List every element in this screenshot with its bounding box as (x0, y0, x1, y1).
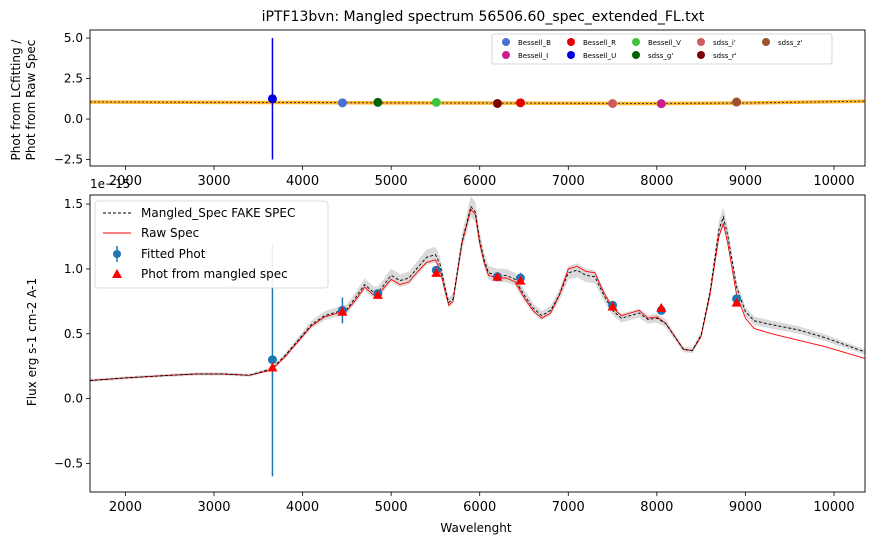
bottom-xtick-label: 10000 (813, 500, 854, 515)
top-legend-label: Bessell_U (583, 52, 616, 60)
top-xtick-label: 5000 (375, 174, 408, 189)
top-ytick-label: 5.0 (64, 31, 83, 45)
top-point-marker (515, 98, 525, 108)
phot-mangled-marker (337, 306, 348, 316)
top-point-marker (431, 97, 441, 107)
bottom-legend: Mangled_Spec FAKE SPEC Raw Spec Fitted P… (94, 200, 329, 289)
top-legend-marker (567, 38, 575, 46)
top-point-marker (373, 97, 383, 107)
bottom-ylabel: Flux erg s-1 cm-2 A-1 (25, 278, 39, 406)
phot-mangled-marker (607, 301, 618, 311)
legend-phot-label: Phot from mangled spec (141, 267, 288, 281)
top-legend-marker (567, 51, 575, 59)
top-point-marker (337, 98, 347, 108)
bottom-ytick-label: 1.5 (64, 197, 83, 211)
bottom-plot-area (89, 196, 866, 477)
bottom-xtick-label: 9000 (729, 500, 762, 515)
phot-mangled-marker (431, 267, 442, 277)
legend-fitted-marker (113, 250, 121, 258)
fitted-phot-marker (267, 355, 277, 365)
top-xtick-label: 7000 (552, 174, 585, 189)
top-ylabel-line-2: Phot from Raw Spec (24, 40, 38, 161)
bottom-xtick-label: 4000 (286, 500, 319, 515)
top-legend-label: Bessell_R (583, 39, 616, 47)
legend-mangled-label: Mangled_Spec FAKE SPEC (141, 206, 295, 220)
bottom-xtick-label: 5000 (375, 500, 408, 515)
phot-mangled-marker (372, 289, 383, 299)
top-legend-box (491, 33, 833, 65)
top-ytick-label: −2.5 (54, 153, 83, 167)
top-ylabel-line-1: Phot from LCfitting / (9, 39, 23, 161)
top-legend-marker (502, 38, 510, 46)
top-point-marker (267, 94, 277, 104)
bottom-xtick-label: 6000 (463, 500, 496, 515)
top-xtick-label: 6000 (463, 174, 496, 189)
top-legend-label: sdss_z' (778, 39, 803, 47)
top-legend-marker (502, 51, 510, 59)
top-legend: Bessell_B Bessell_I Bessell_R Bessell_U Bess… (491, 33, 833, 65)
bottom-ytick-label: −0.5 (54, 456, 83, 470)
phot-mangled-marker (492, 271, 503, 281)
top-xtick-label: 2000 (109, 174, 142, 189)
legend-fitted-label: Fitted Phot (141, 247, 206, 261)
bottom-axes-frame (89, 194, 866, 493)
bottom-ticks: 2000 3000 4000 5000 6000 7000 8000 9000 10000 −0.… (54, 197, 855, 515)
bottom-ytick-label: 0.0 (64, 392, 83, 406)
top-xtick-label: 3000 (197, 174, 230, 189)
bottom-offset-text: 1e−15 (90, 177, 130, 191)
top-legend-label: Bessell_V (648, 39, 681, 47)
top-point-marker (608, 99, 618, 109)
legend-phot-marker (112, 269, 122, 278)
top-legend-marker (697, 51, 705, 59)
phot-mangled-marker (656, 302, 667, 312)
bottom-legend-box (94, 200, 329, 289)
top-point-marker (492, 99, 502, 109)
ratio-line (89, 100, 866, 105)
bottom-xlabel: Wavelenght (440, 521, 511, 535)
bottom-xtick-label: 8000 (640, 500, 673, 515)
top-point-marker (656, 99, 666, 109)
bottom-ytick-label: 0.5 (64, 327, 83, 341)
top-legend-items: Bessell_B Bessell_I Bessell_R Bessell_U Bess… (502, 38, 803, 60)
top-legend-label: sdss_i' (713, 39, 736, 47)
legend-raw-label: Raw Spec (141, 226, 199, 240)
bottom-ytick-label: 1.0 (64, 262, 83, 276)
top-ticks: 2000 3000 4000 5000 6000 7000 8000 9000 10000 −2.… (54, 31, 855, 189)
top-axes-frame (89, 29, 866, 167)
bottom-xtick-label: 7000 (552, 500, 585, 515)
phot-from-mangled-points (267, 267, 742, 372)
bottom-xtick-label: 2000 (109, 500, 142, 515)
top-ytick-label: 2.5 (64, 72, 83, 86)
top-title: iPTF13bvn: Mangled spectrum 56506.60_spe… (262, 9, 705, 25)
top-xtick-label: 10000 (813, 174, 854, 189)
top-legend-label: Bessell_I (518, 52, 548, 60)
top-legend-label: Bessell_B (518, 39, 551, 47)
top-legend-label: sdss_r' (713, 52, 737, 60)
phot-mangled-marker (267, 362, 278, 372)
top-plot-area (89, 38, 866, 160)
top-point-marker (732, 97, 742, 107)
phot-mangled-marker (731, 297, 742, 307)
phot-mangled-marker (515, 275, 526, 285)
top-points (267, 38, 742, 160)
top-y-axis-label: Phot from LCfitting / Phot from Raw Spec (9, 39, 38, 161)
top-legend-marker (697, 38, 705, 46)
top-xtick-label: 4000 (286, 174, 319, 189)
top-xtick-label: 8000 (640, 174, 673, 189)
top-legend-label: sdss_g' (648, 52, 673, 60)
bottom-xtick-label: 3000 (197, 500, 230, 515)
top-ytick-label: 0.0 (64, 112, 83, 126)
top-legend-marker (632, 38, 640, 46)
top-legend-marker (632, 51, 640, 59)
top-legend-marker (762, 38, 770, 46)
top-xtick-label: 9000 (729, 174, 762, 189)
